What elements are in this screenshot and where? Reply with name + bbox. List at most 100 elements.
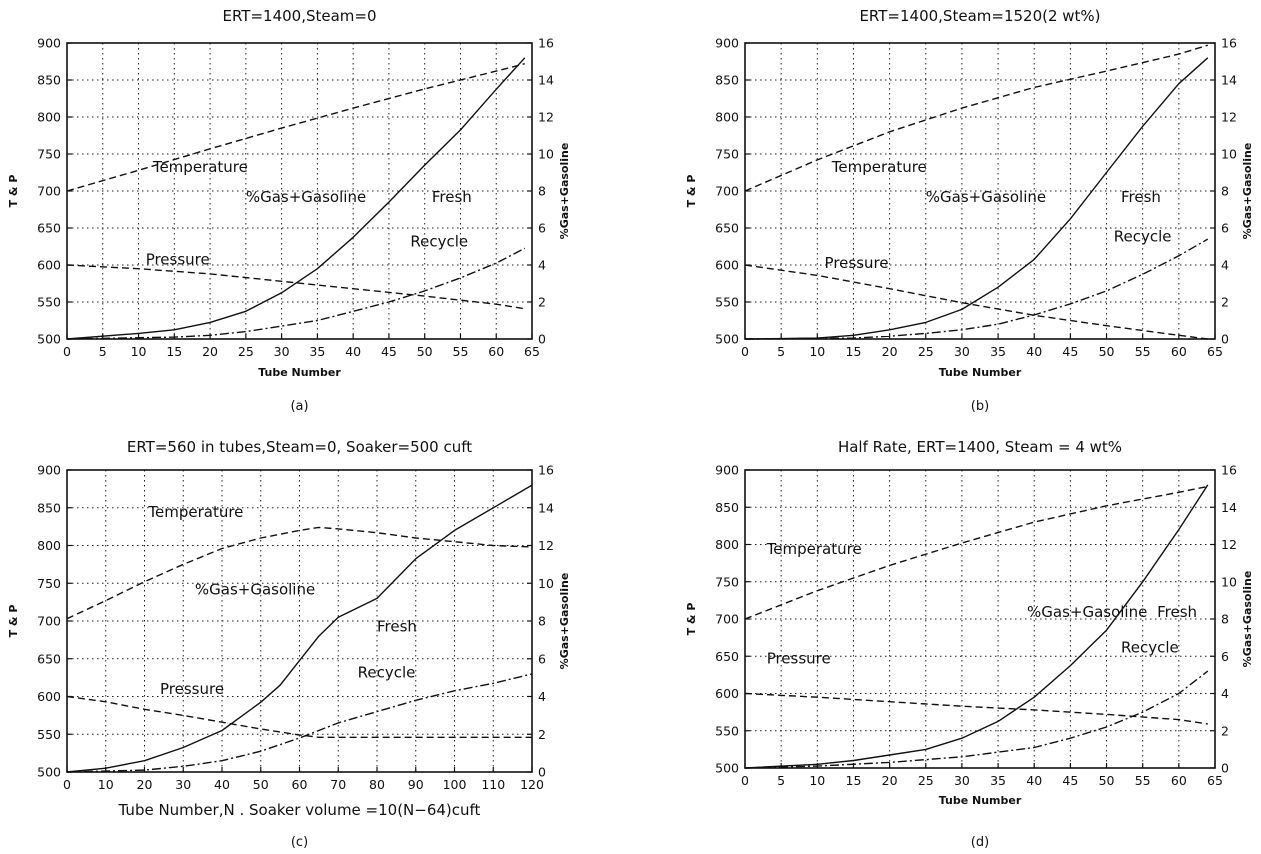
x-tick-label: 40 <box>1026 773 1042 788</box>
y2-tick-label: 8 <box>1221 184 1229 199</box>
annotation-pressure: Pressure <box>160 680 224 698</box>
x-tick-label: 60 <box>1171 773 1187 788</box>
series-line-temperature <box>744 485 1208 620</box>
y2-tick-label: 2 <box>538 727 546 742</box>
series-line-recycle <box>744 238 1209 340</box>
x-tick-label: 65 <box>1207 773 1223 788</box>
x-tick-label: 20 <box>202 344 218 359</box>
y-tick-label: 800 <box>715 537 739 552</box>
y2-tick-label: 10 <box>1221 147 1237 162</box>
x-tick-label: 60 <box>292 777 308 792</box>
series-line-fresh <box>744 57 1209 340</box>
y2-tick-label: 10 <box>538 576 554 591</box>
y2-axis-title: %Gas+Gasoline <box>558 573 571 670</box>
x-tick-label: 40 <box>345 344 361 359</box>
x-axis-title: Tube Number <box>939 794 1022 807</box>
x-tick-label: 120 <box>520 777 544 792</box>
y2-tick-label: 0 <box>1221 761 1229 776</box>
annotation-fresh: Fresh <box>1157 603 1197 621</box>
x-tick-label: 5 <box>777 773 785 788</box>
y2-tick-label: 10 <box>538 147 554 162</box>
series-line-pressure <box>744 692 1208 725</box>
x-tick-label: 45 <box>1062 773 1078 788</box>
annotation-gas-gasoline: %Gas+Gasoline <box>195 581 315 599</box>
x-tick-label: 10 <box>131 344 147 359</box>
x-tick-label: 60 <box>488 344 504 359</box>
y-tick-label: 700 <box>37 184 61 199</box>
x-tick-label: 5 <box>99 344 107 359</box>
x-tick-label: 30 <box>954 344 970 359</box>
series-line-fresh <box>66 484 533 773</box>
y2-tick-label: 2 <box>1221 723 1229 738</box>
x-tick-label: 60 <box>1171 344 1187 359</box>
y-tick-label: 700 <box>715 612 739 627</box>
series-line-pressure <box>66 695 532 738</box>
x-tick-label: 90 <box>408 777 424 792</box>
y-tick-label: 650 <box>715 649 739 664</box>
x-tick-label: 20 <box>137 777 153 792</box>
x-tick-label: 55 <box>1135 344 1151 359</box>
y-tick-label: 500 <box>715 332 739 347</box>
y-tick-label: 750 <box>37 576 61 591</box>
series-line-fresh <box>66 57 526 340</box>
y2-tick-label: 0 <box>538 332 546 347</box>
x-tick-label: 50 <box>253 777 269 792</box>
y2-tick-label: 12 <box>1221 537 1237 552</box>
annotation-recycle: Recycle <box>1114 227 1172 245</box>
y2-tick-label: 12 <box>538 110 554 125</box>
x-tick-label: 55 <box>1135 773 1151 788</box>
x-tick-label: 10 <box>98 777 114 792</box>
x-tick-label: 50 <box>1099 773 1115 788</box>
annotation-gas-gasoline: %Gas+Gasoline <box>1027 603 1147 621</box>
y-tick-label: 550 <box>37 295 61 310</box>
y2-tick-label: 14 <box>1221 500 1237 515</box>
y2-axis-title: %Gas+Gasoline <box>558 143 571 240</box>
annotation-recycle: Recycle <box>358 664 416 682</box>
y-axis-title: T & P <box>7 175 20 208</box>
y-tick-label: 750 <box>715 147 739 162</box>
series-line-temperature <box>744 44 1209 192</box>
x-tick-label: 45 <box>381 344 397 359</box>
x-tick-label: 50 <box>417 344 433 359</box>
y2-tick-label: 16 <box>538 463 554 478</box>
series-line-temperature <box>66 63 525 192</box>
annotation-gas-gasoline: %Gas+Gasoline <box>246 188 366 206</box>
y2-tick-label: 14 <box>1221 73 1237 88</box>
chart-panel-c: ERT=560 in tubes,Steam=0, Soaker=500 cuf… <box>7 438 571 850</box>
chart-panel-d: Half Rate, ERT=1400, Steam = 4 wt% 0 5 10 15… <box>685 438 1254 850</box>
y2-tick-label: 16 <box>538 36 554 51</box>
x-tick-label: 15 <box>846 344 862 359</box>
annotation-fresh: Fresh <box>432 188 472 206</box>
y2-tick-label: 2 <box>1221 295 1229 310</box>
y-tick-label: 500 <box>37 765 61 780</box>
y2-tick-label: 2 <box>538 295 546 310</box>
y2-tick-label: 4 <box>1221 258 1229 273</box>
x-tick-label: 5 <box>777 344 785 359</box>
y-tick-label: 650 <box>37 221 61 236</box>
x-tick-label: 25 <box>918 773 934 788</box>
y2-tick-label: 4 <box>538 258 546 273</box>
y2-tick-label: 16 <box>1221 463 1237 478</box>
y2-tick-label: 6 <box>1221 221 1229 236</box>
chart-title: Half Rate, ERT=1400, Steam = 4 wt% <box>838 438 1122 456</box>
x-tick-label: 45 <box>1062 344 1078 359</box>
x-tick-label: 100 <box>443 777 467 792</box>
y2-tick-label: 8 <box>1221 612 1229 627</box>
x-tick-label: 30 <box>954 773 970 788</box>
series-line-recycle <box>66 673 533 773</box>
y-tick-label: 900 <box>37 36 61 51</box>
y2-tick-label: 12 <box>1221 110 1237 125</box>
chart-title: ERT=1400,Steam=0 <box>222 7 376 25</box>
y-tick-label: 900 <box>37 463 61 478</box>
y-tick-label: 850 <box>715 500 739 515</box>
y2-tick-label: 16 <box>1221 36 1237 51</box>
y2-axis-title: %Gas+Gasoline <box>1241 143 1254 240</box>
x-tick-label: 25 <box>238 344 254 359</box>
y2-tick-label: 4 <box>538 689 546 704</box>
x-tick-label: 25 <box>918 344 934 359</box>
y-tick-label: 550 <box>37 727 61 742</box>
y2-tick-label: 4 <box>1221 686 1229 701</box>
x-tick-label: 0 <box>63 777 71 792</box>
y-tick-label: 600 <box>37 689 61 704</box>
